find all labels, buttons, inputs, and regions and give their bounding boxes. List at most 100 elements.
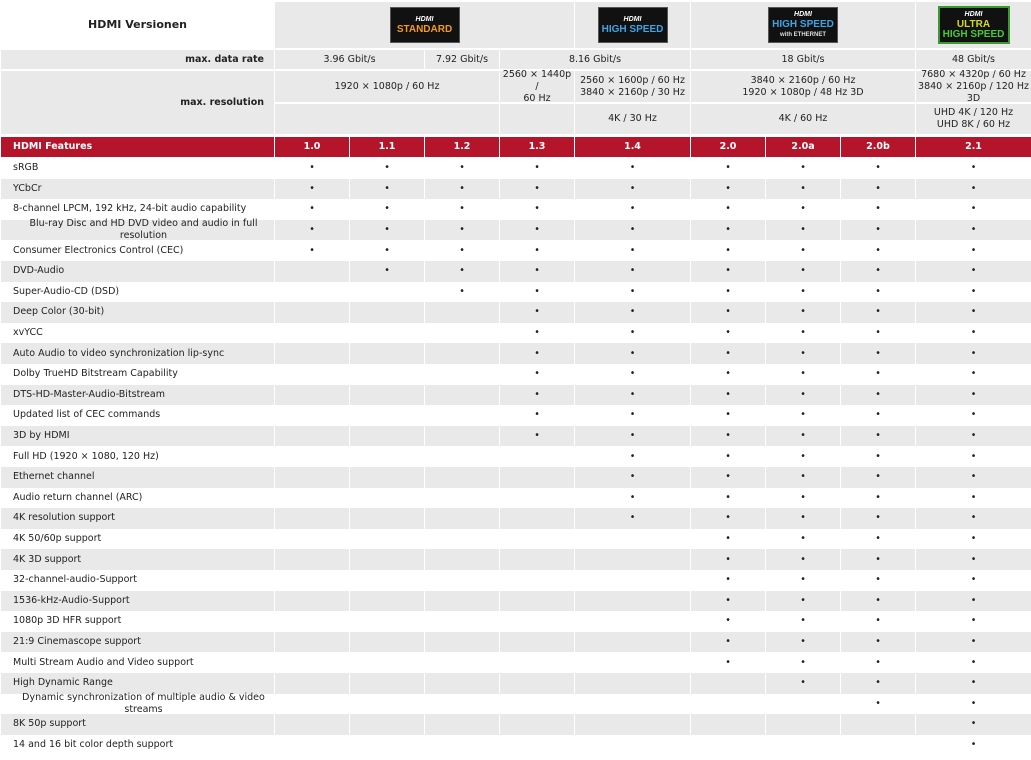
bullet: •	[459, 162, 465, 174]
bullet: •	[970, 739, 977, 751]
bullet: •	[800, 265, 806, 277]
bullet: •	[629, 224, 636, 236]
feature-cell: 8-channel LPCM, 192 kHz, 24-bit audio ca…	[1, 199, 274, 220]
bullet: •	[800, 677, 806, 689]
value-cell	[275, 384, 349, 406]
feature-cell: Consumer Electronics Control (CEC)	[1, 240, 274, 261]
feature: High Dynamic Range	[13, 677, 113, 689]
bullet: •	[970, 203, 977, 215]
value-cell	[425, 343, 499, 364]
value-cell: •	[841, 178, 915, 200]
value-cell: •	[500, 178, 574, 200]
value-cell	[500, 673, 574, 694]
header-text: 2.0b	[866, 141, 890, 152]
value-cell	[575, 735, 690, 756]
value-cell: •	[916, 178, 1031, 200]
value-cell	[500, 508, 574, 529]
bullet: •	[725, 244, 731, 256]
value-cell: •	[575, 282, 690, 303]
data-rate-cell: 18 Gbit/s	[691, 50, 915, 69]
value-cell	[350, 570, 424, 591]
value-cell	[691, 735, 765, 756]
value-cell	[425, 488, 499, 509]
bullet: •	[970, 327, 977, 339]
value-cell	[350, 549, 424, 570]
resolution-extra: UHD 8K / 60 Hz	[936, 119, 1011, 130]
value-cell: •	[916, 549, 1031, 570]
bullet: •	[875, 636, 881, 648]
value-cell	[425, 631, 499, 653]
value-cell: •	[916, 405, 1031, 426]
logo-text: HIGH SPEED	[942, 29, 1005, 40]
value-cell: •	[691, 467, 765, 488]
bullet: •	[970, 574, 977, 586]
resolution: 60 Hz	[523, 92, 551, 104]
value-cell: •	[916, 694, 1031, 715]
value-cell: •	[275, 158, 349, 179]
value-cell: •	[841, 343, 915, 364]
bullet: •	[384, 224, 390, 236]
value-cell: •	[500, 364, 574, 385]
feature-cell: Deep Color (30-bit)	[1, 302, 274, 323]
value-cell: •	[500, 282, 574, 303]
feature: sRGB	[13, 162, 39, 174]
feature-cell: Ethernet channel	[1, 467, 274, 488]
bullet: •	[725, 636, 731, 648]
value-cell: •	[691, 570, 765, 591]
logo: HDMI HIGH SPEED	[597, 7, 668, 43]
feature-cell: 21:9 Cinemascope support	[1, 631, 274, 653]
bullet: •	[875, 409, 881, 421]
value-cell: •	[841, 549, 915, 570]
bullet: •	[875, 533, 881, 545]
bullet: •	[875, 244, 881, 256]
bullet: •	[534, 244, 540, 256]
value-cell: •	[841, 652, 915, 673]
value-cell	[275, 590, 349, 612]
value-cell: •	[766, 405, 840, 426]
value-cell: •	[916, 467, 1031, 488]
value-cell: •	[916, 673, 1031, 694]
feature: xvYCC	[13, 327, 43, 339]
header-cell: 2.1	[916, 137, 1031, 157]
value-cell	[500, 631, 574, 653]
feature-cell: 14 and 16 bit color depth support	[1, 735, 274, 756]
bullet: •	[629, 327, 636, 339]
bullet: •	[800, 533, 806, 545]
header-cell: 1.0	[275, 137, 349, 157]
bullet: •	[459, 182, 465, 194]
value-cell	[766, 694, 840, 715]
feature: Dolby TrueHD Bitstream Capability	[13, 368, 178, 380]
logo-brand: HDMI	[415, 16, 434, 23]
bullet: •	[800, 244, 806, 256]
value-cell	[425, 302, 499, 323]
bullet: •	[970, 244, 977, 256]
bullet: •	[970, 636, 977, 648]
value-cell	[766, 735, 840, 756]
bullet: •	[800, 656, 806, 668]
bullet: •	[629, 265, 636, 277]
logo-cell: HDMI ULTRA HIGH SPEED	[916, 2, 1031, 48]
value-cell	[425, 425, 499, 447]
bullet: •	[534, 224, 540, 236]
header-text: HDMI Features	[13, 141, 93, 152]
bullet: •	[800, 471, 806, 483]
value-cell: •	[575, 488, 690, 509]
value-cell	[275, 261, 349, 282]
feature: 4K 3D support	[13, 553, 82, 565]
value-cell: •	[916, 590, 1031, 612]
value-cell: •	[766, 611, 840, 632]
value-cell	[350, 611, 424, 632]
value-cell: •	[425, 261, 499, 282]
value-cell: •	[500, 323, 574, 344]
value-cell: •	[916, 735, 1031, 756]
feature: YCbCr	[13, 182, 42, 194]
feature-cell: Auto Audio to video synchronization lip-…	[1, 343, 274, 364]
value-cell: •	[766, 673, 840, 694]
bullet: •	[875, 388, 881, 400]
feature: DTS-HD-Master-Audio-Bitstream	[13, 388, 165, 400]
value-cell	[350, 364, 424, 385]
feature-cell: DVD-Audio	[1, 261, 274, 282]
value-cell: •	[916, 631, 1031, 653]
value-cell: •	[500, 261, 574, 282]
value-cell: •	[691, 364, 765, 385]
